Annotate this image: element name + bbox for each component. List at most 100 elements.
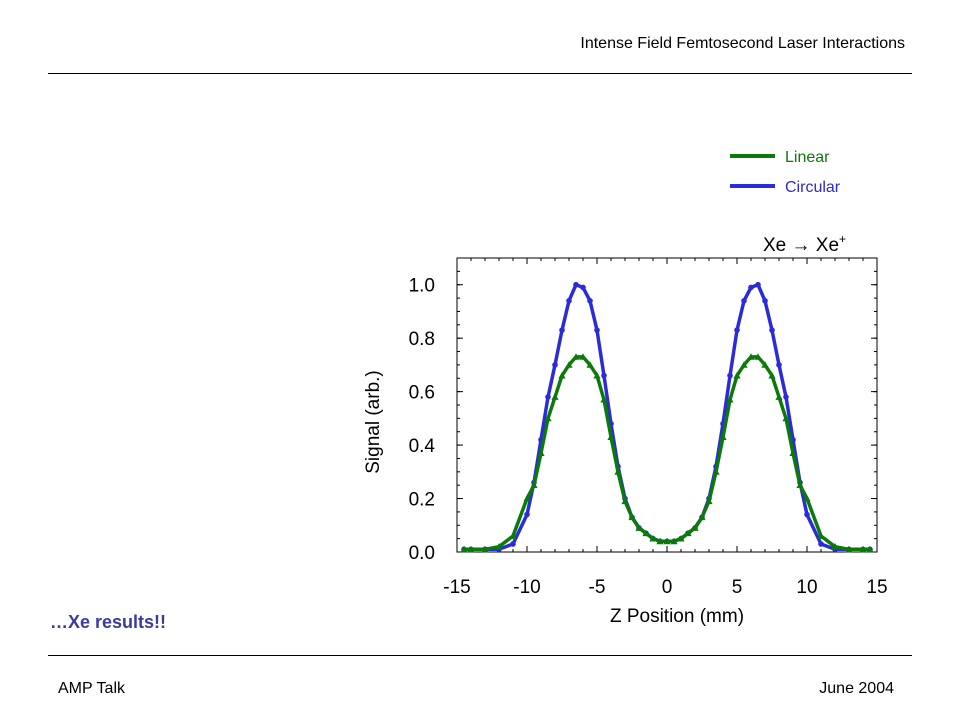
data-point-linear: [530, 481, 538, 489]
data-point-circular: [734, 327, 740, 333]
data-point-circular: [566, 297, 572, 304]
reaction-text: Xe → Xe: [763, 235, 839, 256]
data-point-linear: [768, 372, 776, 379]
data-point-linear: [544, 414, 552, 422]
data-point-linear: [740, 361, 748, 368]
axis-ticks: [456, 257, 878, 553]
y-axis-label: Signal (arb.): [363, 370, 384, 474]
data-point-circular: [769, 327, 775, 333]
data-point-linear: [719, 433, 727, 440]
reaction-annotation: Xe → Xe+: [763, 232, 846, 256]
data-point-circular: [552, 362, 558, 368]
data-point-circular: [559, 327, 565, 333]
data-point-linear: [509, 532, 517, 539]
legend: Linear Circular: [730, 149, 841, 196]
x-tick-label: 0: [662, 577, 673, 598]
data-point-linear: [607, 433, 615, 440]
data-point-circular: [524, 511, 530, 518]
data-point-circular: [741, 297, 747, 304]
x-tick-label: -10: [513, 577, 540, 598]
data-point-linear: [789, 449, 797, 456]
data-point-linear: [733, 372, 741, 379]
data-point-linear: [621, 497, 629, 505]
data-point-linear: [579, 353, 587, 360]
footer-divider: [48, 655, 912, 656]
data-point-circular: [818, 541, 824, 547]
data-point-linear: [796, 481, 804, 489]
data-point-linear: [817, 532, 825, 539]
data-point-linear: [670, 537, 678, 545]
y-tick-label: 0.2: [409, 490, 435, 511]
data-point-linear: [663, 537, 671, 545]
data-point-circular: [601, 372, 607, 379]
data-point-linear: [684, 529, 692, 537]
data-point-circular: [573, 281, 579, 288]
y-tick-label: 0.4: [409, 436, 436, 457]
data-point-linear: [803, 494, 811, 502]
data-point-linear: [558, 372, 566, 379]
data-point-linear: [460, 545, 468, 553]
data-point-linear: [859, 545, 867, 553]
data-point-circular: [755, 281, 761, 288]
data-point-linear: [572, 353, 580, 360]
data-point-linear: [586, 361, 594, 368]
data-point-linear: [705, 497, 713, 505]
data-point-linear: [782, 414, 790, 422]
y-tick-label: 0.0: [409, 543, 435, 564]
data-point-linear: [467, 545, 475, 553]
data-point-linear: [677, 535, 685, 542]
data-point-linear: [593, 372, 601, 379]
data-point-circular: [748, 284, 754, 291]
x-tick-label: 10: [796, 577, 817, 598]
x-axis-label: Z Position (mm): [610, 606, 744, 627]
slide-caption: …Xe results!!: [50, 612, 167, 632]
plot-border: [456, 257, 878, 553]
footer-date: June 2004: [819, 680, 894, 697]
data-point-circular: [587, 297, 593, 304]
footer-left-text: AMP Talk: [58, 680, 125, 697]
legend-label-circular: Circular: [785, 179, 841, 196]
data-point-linear: [481, 545, 489, 553]
data-point-linear: [698, 513, 706, 521]
plot-frame: [456, 257, 878, 553]
data-point-linear: [726, 396, 734, 403]
data-point-linear: [691, 524, 699, 531]
legend-label-linear: Linear: [785, 149, 830, 166]
data-point-linear: [747, 353, 755, 360]
series-line-circular: [464, 282, 870, 552]
series-layer: [460, 281, 874, 553]
data-point-linear: [754, 353, 762, 360]
data-point-linear: [495, 543, 503, 550]
data-point-circular: [762, 297, 768, 304]
tick-labels: -15 -10 -5 0 5 10 15 0.0 0.2 0.4 0.6 0.8 1.0: [409, 276, 888, 598]
data-point-linear: [523, 494, 531, 502]
reaction-superscript: +: [839, 232, 846, 246]
y-tick-label: 0.6: [409, 383, 435, 404]
data-point-circular: [804, 511, 810, 518]
data-point-linear: [845, 545, 853, 553]
data-point-linear: [775, 393, 783, 400]
x-tick-label: 5: [732, 577, 743, 598]
data-point-circular: [727, 372, 733, 379]
data-point-linear: [614, 468, 622, 475]
data-point-linear: [551, 393, 559, 400]
data-point-circular: [594, 327, 600, 333]
data-point-linear: [565, 361, 573, 368]
header-divider: [48, 73, 912, 74]
x-tick-label: 15: [866, 577, 887, 598]
data-point-linear: [600, 396, 608, 403]
x-tick-label: -5: [589, 577, 606, 598]
data-point-circular: [783, 394, 789, 400]
data-point-linear: [642, 529, 650, 537]
data-point-linear: [656, 537, 664, 545]
slide-header-title: Intense Field Femtosecond Laser Interact…: [580, 35, 905, 52]
data-point-linear: [628, 513, 636, 521]
data-point-linear: [649, 535, 657, 542]
data-point-circular: [510, 541, 516, 547]
data-point-circular: [776, 362, 782, 368]
y-tick-label: 1.0: [409, 276, 435, 297]
data-point-circular: [580, 284, 586, 291]
x-tick-label: -15: [443, 577, 470, 598]
data-point-linear: [761, 361, 769, 368]
